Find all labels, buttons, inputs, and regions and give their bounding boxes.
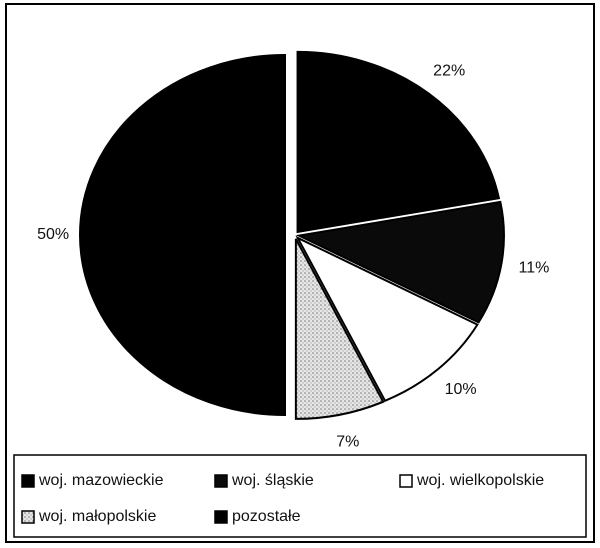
data-label: 22% [433,63,465,80]
data-label: 7% [336,434,359,451]
pie-slice [79,53,286,417]
legend-swatch [399,474,413,488]
pie-slice [296,50,501,234]
legend-label: woj. wielkopolskie [416,472,544,489]
legend-swatch [214,474,228,488]
pie-slice [294,238,385,420]
legend: woj. mazowieckie woj. śląskie woj. wielkop… [21,472,544,525]
data-label: 11% [518,259,549,276]
legend-swatch [214,510,228,524]
legend-label: woj. śląskie [231,472,314,489]
pie: 22% 11% 10% 7% 50% [37,50,549,451]
legend-swatch [21,474,35,488]
legend-label: woj. małopolskie [38,508,156,525]
legend-label: woj. mazowieckie [38,472,164,489]
pie-slice [295,200,505,324]
legend-box [13,454,587,538]
data-label: 10% [445,381,477,398]
legend-swatch [21,510,35,524]
legend-label: pozostałe [232,508,301,525]
data-label: 50% [37,226,69,243]
pie-slice [295,235,479,403]
